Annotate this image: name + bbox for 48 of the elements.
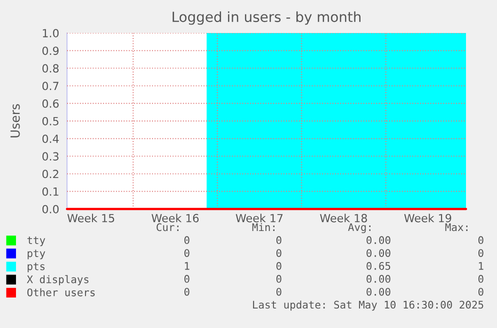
y-tick-label: 0.8: [42, 64, 59, 73]
y-tick-label: 0.3: [42, 152, 58, 161]
text: 0: [184, 288, 190, 296]
y-tick-label: 0.9: [42, 46, 59, 55]
text: 0: [184, 236, 190, 244]
y-tick-label: 0.6: [42, 99, 59, 108]
x-tick-label: Week 16: [152, 214, 199, 222]
text: Avg:: [348, 223, 370, 234]
text: 0.00: [366, 288, 390, 296]
text: 0: [276, 249, 282, 257]
text: Last update: Sat May 10 16:30:00 2025: [253, 300, 484, 311]
y-tick-label: 1.0: [42, 28, 59, 38]
text: 0: [276, 288, 282, 296]
text: 0: [478, 274, 484, 283]
legend-label: pty: [28, 250, 46, 260]
text: 0: [276, 262, 282, 270]
text: Min:: [252, 223, 274, 231]
y-tick-label: 0.1: [42, 187, 58, 196]
y-tick-label: 0.5: [42, 116, 58, 126]
text: Max:: [445, 223, 468, 232]
text: Cur:: [156, 223, 178, 232]
text: 0: [478, 249, 484, 257]
x-tick-label: Week 15: [67, 214, 114, 222]
text: 0: [276, 236, 282, 244]
y-tick-label: 0.0: [42, 204, 59, 214]
legend-label: tty: [27, 236, 46, 246]
text: 1: [478, 262, 484, 270]
text: 0: [276, 274, 282, 283]
text: 0: [184, 274, 190, 283]
text: 0: [478, 236, 484, 244]
y-tick-label: 0.4: [42, 134, 59, 143]
text: 0.00: [366, 249, 390, 257]
y-tick-label: 0.7: [42, 82, 58, 90]
x-tick-label: Week 17: [236, 214, 283, 222]
text: 0: [184, 249, 190, 257]
text: 0.00: [366, 274, 390, 283]
legend-label: Other users: [27, 288, 95, 296]
y-tick-label: 0.2: [42, 170, 58, 178]
x-tick-label: Week 18: [320, 214, 367, 222]
legend-label: X displays: [26, 275, 88, 286]
legend-label: pts: [28, 262, 45, 272]
text: 0.00: [366, 236, 390, 244]
text: 0.65: [366, 262, 390, 270]
text: 0: [478, 288, 484, 296]
y-axis-title: Users: [10, 104, 20, 138]
x-tick-label: Week 19: [404, 214, 452, 222]
text: 1: [184, 262, 190, 270]
chart-title: Logged in users - by month: [172, 11, 361, 25]
